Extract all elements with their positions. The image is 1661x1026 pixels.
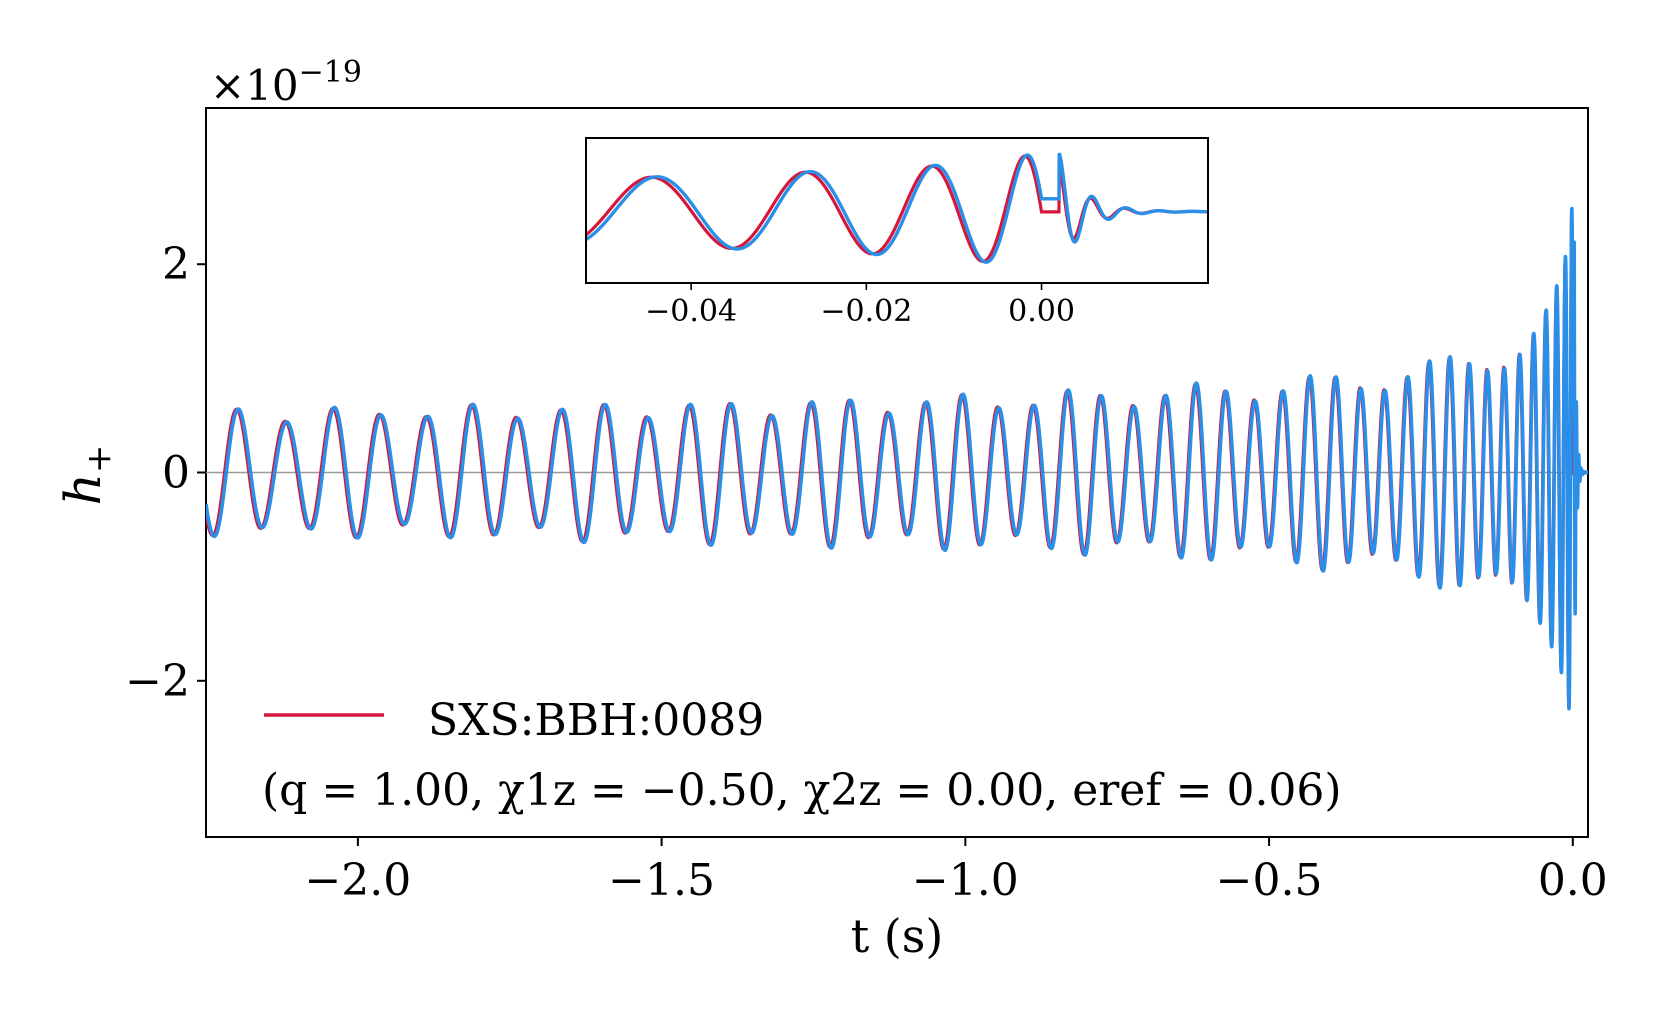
- y-tick-label: −2: [125, 656, 190, 707]
- x-axis-label: t (s): [851, 909, 944, 963]
- x-axis-ticks: −2.0 −1.5 −1.0 −0.5 0.0: [304, 837, 1608, 906]
- x-tick-label: −2.0: [304, 855, 411, 906]
- svg-text:h+: h+: [54, 445, 119, 506]
- x-tick-label: −0.5: [1216, 855, 1323, 906]
- legend-label: SXS:BBH:0089: [428, 695, 764, 746]
- x-tick-label: −1.0: [912, 855, 1019, 906]
- inset-series-line-model: [586, 152, 1208, 264]
- series-line-model: [206, 206, 1588, 711]
- y-axis-ticks: −2 0 2: [125, 239, 206, 707]
- inset-x-axis-ticks: −0.04 −0.02 0.00: [645, 283, 1075, 329]
- y-tick-label: 0: [162, 448, 190, 499]
- x-tick-label: −1.5: [608, 855, 715, 906]
- y-tick-label: 2: [162, 239, 190, 290]
- inset-plot: −0.04 −0.02 0.00: [585, 137, 1209, 329]
- legend-params: (q = 1.00, χ1z = −0.50, χ2z = 0.00, eref…: [262, 765, 1342, 816]
- inset-x-tick-label: 0.00: [1008, 294, 1075, 329]
- x-tick-label: 0.0: [1538, 855, 1608, 906]
- inset-x-tick-label: −0.04: [645, 294, 737, 329]
- inset-x-tick-label: −0.02: [820, 294, 912, 329]
- legend: SXS:BBH:0089 (q = 1.00, χ1z = −0.50, χ2z…: [262, 695, 1342, 816]
- y-axis-label: h+: [54, 445, 119, 506]
- inset-frame: [585, 137, 1209, 284]
- y-multiplier: ×10−19: [210, 55, 362, 110]
